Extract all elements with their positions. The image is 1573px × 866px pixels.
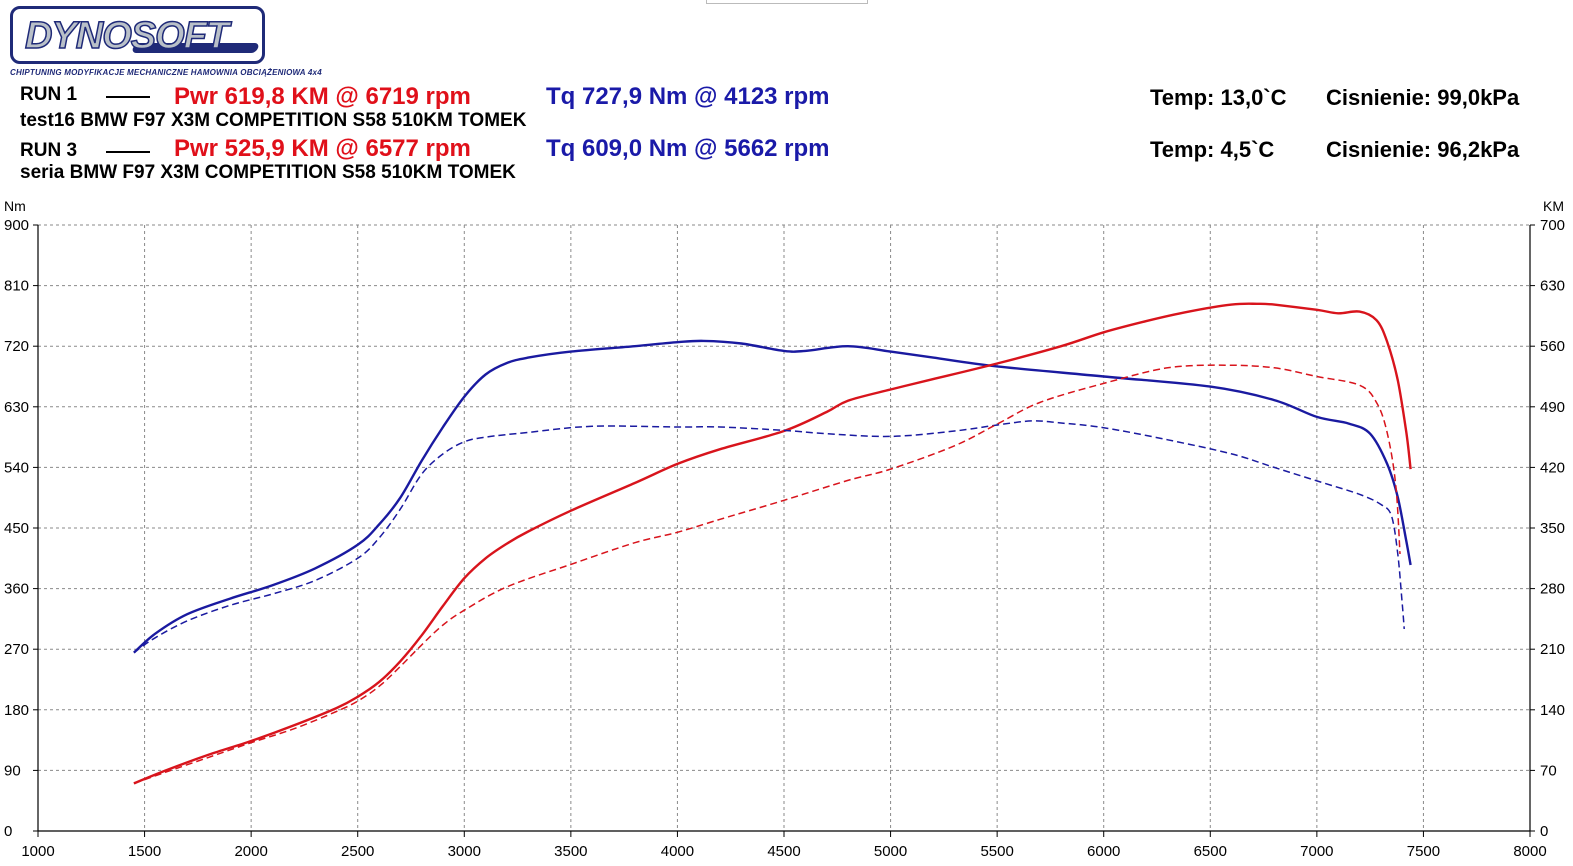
left-tick-label: 720 [4,338,29,355]
right-tick-label: 0 [1540,823,1548,840]
run3-label: RUN 3 [20,140,78,161]
x-tick-label: 6500 [1194,843,1227,860]
x-tick-label: 3500 [554,843,587,860]
right-tick-label: 280 [1540,581,1565,598]
dyno-chart: 1000 1500 2000 2500 3000 3500 4000 4500 5000 5500… [4,198,1565,860]
x-tick-label: 3000 [448,843,481,860]
left-tick-label: 360 [4,581,29,598]
right-tick-label: 210 [1540,641,1565,658]
x-tick-label: 5000 [874,843,907,860]
right-tick-label: 420 [1540,459,1565,476]
left-tick-label: 90 [4,762,21,779]
left-tick-label: 810 [4,278,29,295]
run3-torque-curve [133,420,1405,654]
x-tick-label: 4000 [661,843,694,860]
right-tick-label: 700 [1540,217,1565,234]
run1-power-curve [133,302,1412,785]
left-axis-unit: Nm [4,198,26,214]
run1-legend-line [106,96,150,98]
left-tick-label: 180 [4,702,29,719]
chart-grid [37,224,1531,831]
run1-torque-peak: Tq 727,9 Nm @ 4123 rpm [546,83,830,110]
left-tick-label: 900 [4,217,29,234]
x-tick-label: 6000 [1087,843,1120,860]
right-tick-label: 630 [1540,278,1565,295]
logo-text: DYNOSOFT [24,14,230,58]
run3-torque-peak: Tq 609,0 Nm @ 5662 rpm [546,135,830,162]
x-tick-label: 7500 [1407,843,1440,860]
dynosoft-logo: DYNOSOFT [10,6,265,64]
run1-torque-curve [133,339,1412,654]
right-tick-label: 140 [1540,702,1565,719]
run1-pressure: Cisnienie: 99,0kPa [1326,85,1520,110]
x-tick-label: 7000 [1300,843,1333,860]
run1-description: test16 BMW F97 X3M COMPETITION S58 510KM… [20,110,527,131]
left-tick-label: 540 [4,459,29,476]
logo-tagline: CHIPTUNING MODYFIKACJE MECHANICZNE HAMOW… [10,68,322,77]
run3-temperature: Temp: 4,5`C [1150,137,1275,162]
x-tick-label: 4500 [767,843,800,860]
run3-legend-line [106,151,150,153]
right-tick-label: 70 [1540,762,1557,779]
right-axis-unit: KM [1543,198,1564,214]
run3-description: seria BMW F97 X3M COMPETITION S58 510KM … [20,162,516,183]
x-tick-label: 2500 [341,843,374,860]
chart-axes: 1000 1500 2000 2500 3000 3500 4000 4500 5000 5500… [4,217,1565,860]
left-tick-label: 270 [4,641,29,658]
run1-label: RUN 1 [20,84,78,105]
run3-power-peak: Pwr 525,9 KM @ 6577 rpm [174,135,471,162]
left-tick-label: 450 [4,520,29,537]
right-tick-label: 560 [1540,338,1565,355]
x-tick-label: 5500 [980,843,1013,860]
right-tick-label: 490 [1540,399,1565,416]
run1-power-peak: Pwr 619,8 KM @ 6719 rpm [174,83,471,110]
x-tick-label: 8000 [1513,843,1546,860]
run1-temperature: Temp: 13,0`C [1150,85,1287,110]
left-tick-label: 630 [4,399,29,416]
x-tick-label: 1500 [128,843,161,860]
top-toolbar-stub [706,0,868,4]
x-tick-label: 1000 [21,843,54,860]
run3-pressure: Cisnienie: 96,2kPa [1326,137,1520,162]
x-tick-label: 2000 [234,843,267,860]
left-tick-label: 0 [4,823,12,840]
right-tick-label: 350 [1540,520,1565,537]
chart-series [133,302,1412,785]
